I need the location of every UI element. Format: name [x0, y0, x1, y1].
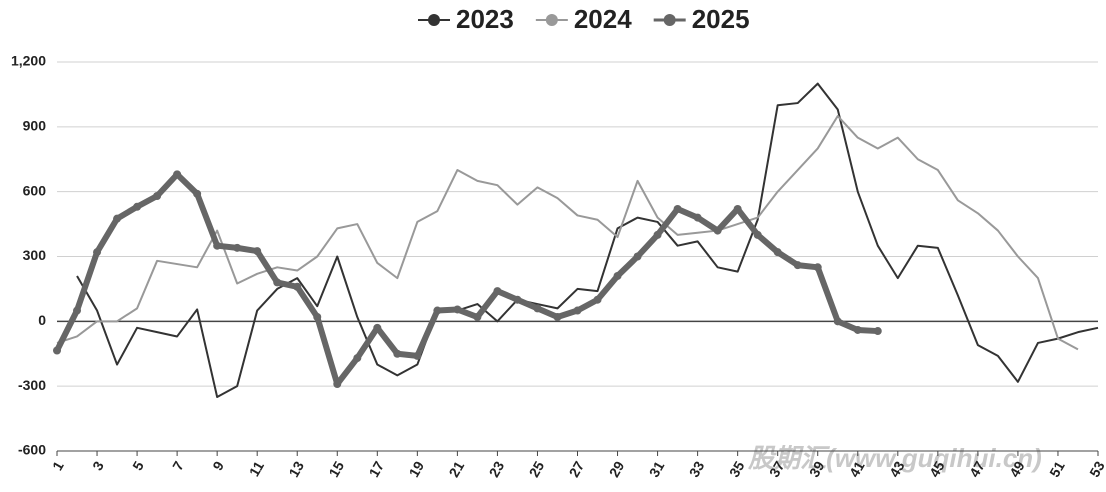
data-point	[53, 346, 61, 355]
x-tick-label: 1	[49, 458, 67, 473]
data-point	[533, 304, 542, 313]
x-tick-label: 3	[89, 458, 107, 473]
data-point	[133, 202, 142, 211]
data-point	[433, 306, 442, 315]
x-tick-label: 31	[646, 458, 668, 480]
x-tick-label: 13	[285, 458, 307, 480]
x-tick-label: 35	[726, 458, 748, 480]
x-tick-label: 7	[169, 458, 187, 473]
y-tick-label: 1,200	[11, 53, 46, 69]
data-point	[213, 241, 222, 250]
x-tick-label: 33	[686, 458, 708, 480]
x-tick-label: 15	[325, 458, 347, 480]
data-point	[513, 295, 522, 304]
data-point	[413, 351, 422, 360]
x-tick-label: 9	[209, 458, 227, 473]
x-tick-label: 23	[486, 458, 508, 480]
data-point	[553, 313, 562, 322]
data-point	[613, 271, 622, 280]
series-line	[54, 171, 878, 388]
x-tick-label: 43	[886, 458, 908, 480]
data-point	[153, 191, 162, 200]
data-point	[313, 313, 322, 322]
data-point	[253, 247, 262, 256]
data-point	[173, 170, 182, 179]
watermark: 股期汇(www.guqihui.cn)	[747, 443, 1042, 473]
data-point	[453, 305, 462, 314]
data-point	[113, 214, 122, 223]
x-tick-label: 21	[446, 458, 468, 480]
data-point	[713, 226, 722, 235]
y-tick-label: -300	[18, 377, 46, 393]
y-tick-label: 600	[23, 182, 47, 198]
data-point	[493, 287, 502, 296]
data-point	[693, 213, 702, 222]
x-tick-label: 27	[566, 458, 588, 480]
data-point	[293, 282, 302, 291]
series-line	[56, 115, 1079, 351]
data-point	[833, 317, 842, 326]
x-tick-label: 37	[766, 458, 788, 480]
legend-marker	[545, 14, 558, 26]
data-point	[93, 248, 102, 257]
data-point	[373, 323, 382, 332]
data-point	[633, 252, 642, 261]
x-tick-label: 5	[129, 458, 147, 473]
x-tick-label: 29	[606, 458, 628, 480]
x-tick-label: 49	[1006, 458, 1028, 480]
data-point	[733, 204, 742, 213]
legend: 2023 2024 2025	[418, 4, 750, 34]
x-tick-label: 51	[1046, 458, 1068, 480]
data-point	[813, 263, 822, 272]
x-tick-label: 47	[966, 458, 988, 480]
data-point	[793, 261, 802, 270]
data-point	[333, 380, 342, 389]
data-point	[393, 349, 402, 358]
legend-marker	[663, 14, 676, 26]
x-tick-label: 39	[806, 458, 828, 480]
data-point	[233, 243, 242, 252]
data-point	[673, 204, 682, 213]
x-tick-label: 45	[926, 458, 948, 480]
data-point	[273, 278, 282, 287]
x-tick-label: 25	[526, 458, 548, 480]
data-point	[73, 306, 82, 315]
legend-label: 2024	[574, 4, 632, 34]
y-tick-label: -600	[18, 442, 46, 458]
data-point	[853, 325, 862, 334]
x-tick-label: 41	[846, 458, 868, 480]
legend-label: 2023	[456, 4, 514, 34]
x-tick-label: 19	[406, 458, 428, 480]
legend-marker	[428, 14, 440, 26]
data-point	[473, 313, 482, 322]
y-tick-label: 300	[23, 247, 47, 263]
y-tick-label: 0	[38, 312, 46, 328]
x-tick-label: 17	[365, 458, 387, 480]
series-line	[76, 82, 1099, 398]
data-point	[753, 230, 762, 239]
data-point	[353, 354, 362, 363]
data-point	[573, 306, 582, 315]
data-point	[773, 248, 782, 257]
data-point	[653, 230, 662, 239]
data-point	[193, 189, 202, 198]
x-tick-label: 11	[246, 458, 267, 479]
data-point	[593, 295, 602, 304]
x-tick-label: 53	[1086, 458, 1106, 480]
y-tick-label: 900	[23, 118, 47, 134]
legend-label: 2025	[692, 4, 750, 34]
data-point	[873, 327, 882, 336]
